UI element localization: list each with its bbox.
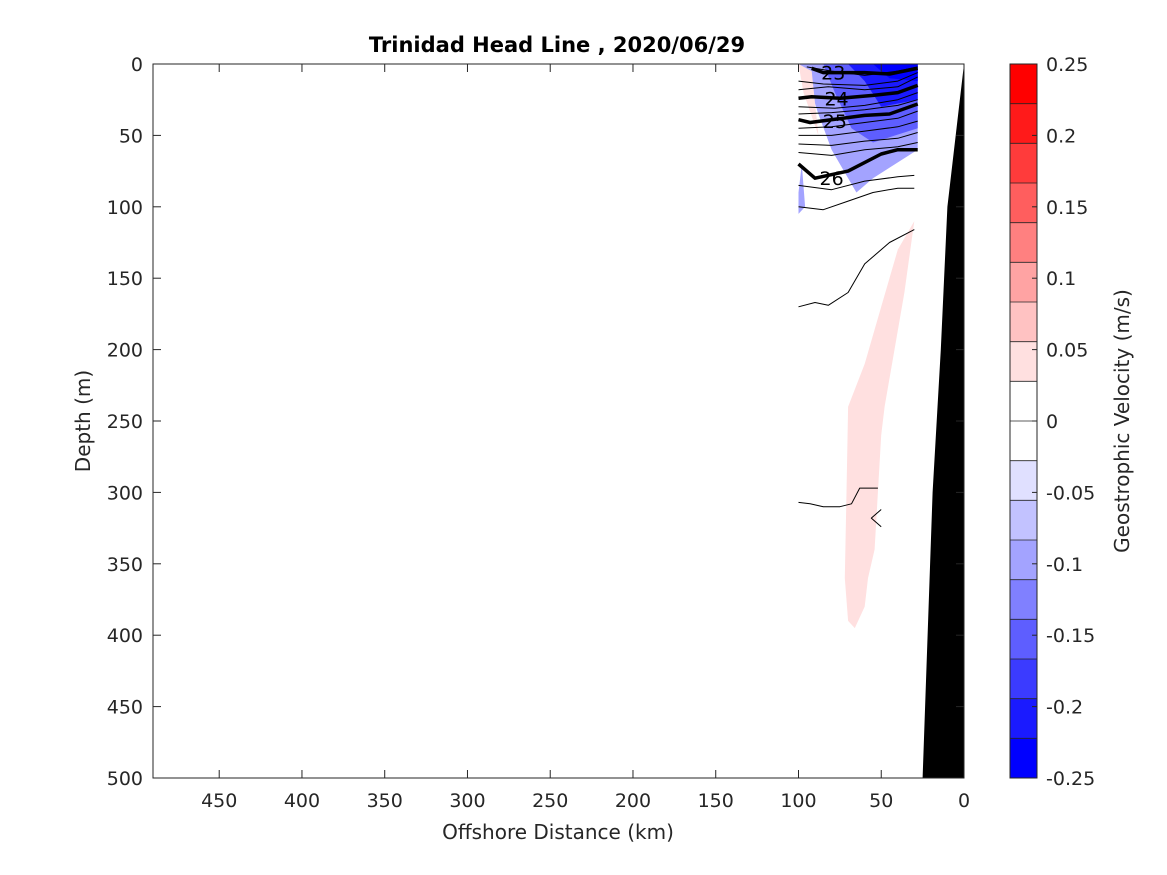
y-tick-label-300: 300 — [107, 482, 143, 504]
y-tick-label-200: 200 — [107, 340, 143, 362]
density-contour-24-6-6 — [798, 99, 918, 115]
velocity-regions — [798, 64, 918, 629]
colorbar-band-10 — [1010, 460, 1037, 501]
colorbar-tick-label-5: 0 — [1046, 411, 1058, 433]
colorbar-band-6 — [1010, 302, 1037, 342]
y-tick-label-350: 350 — [107, 554, 143, 576]
density-contour-25-2-8 — [798, 110, 918, 129]
plot-background — [153, 64, 964, 778]
colorbar-band-2 — [1010, 143, 1037, 183]
density-contour-23-5-3 — [798, 76, 918, 91]
x-tick-label-200: 200 — [615, 790, 651, 812]
colorbar-tick-label-0: 0.25 — [1046, 54, 1088, 76]
colorbar-band-3 — [1010, 183, 1037, 223]
density-contour-25-6-10 — [798, 132, 918, 146]
x-tick-label-0: 0 — [958, 790, 970, 812]
colorbar-band-11 — [1010, 500, 1037, 540]
y-axis-ticks: 0 50 100 150 200 250 300 350 400 450 500 — [107, 54, 964, 790]
density-contour-23-2-2 — [798, 72, 918, 86]
colorbar-band-1 — [1010, 103, 1037, 144]
density-contour-24-3-5 — [798, 92, 918, 109]
colorbar-tick-label-1: 0.2 — [1046, 125, 1076, 147]
y-tick-label-250: 250 — [107, 411, 143, 433]
density-label-26: 26 — [819, 168, 843, 190]
density-contour-23-1 — [811, 66, 919, 76]
y-tick-label-100: 100 — [107, 197, 143, 219]
density-contour-26-6-15 — [798, 229, 915, 308]
x-tick-label-300: 300 — [449, 790, 485, 812]
colorbar-band-5 — [1010, 262, 1037, 302]
bathymetry-layer — [922, 64, 964, 778]
colorbar-band-8 — [1010, 381, 1037, 421]
y-tick-label-0: 0 — [131, 54, 143, 76]
y-tick-label-400: 400 — [107, 625, 143, 647]
colorbar-tick-label-6: -0.05 — [1046, 482, 1095, 504]
x-tick-label-400: 400 — [284, 790, 320, 812]
y-tick-label-50: 50 — [119, 125, 143, 147]
chart-title: Trinidad Head Line , 2020/06/29 — [369, 33, 745, 57]
x-tick-label-250: 250 — [532, 790, 568, 812]
x-axis-label: Offshore Distance (km) — [442, 820, 674, 844]
colorbar-band-7 — [1010, 341, 1037, 382]
colorbar-tick-label-4: 0.05 — [1046, 340, 1088, 362]
density-label-23: 23 — [821, 63, 845, 85]
density-label-25: 25 — [823, 111, 847, 133]
density-label-24: 24 — [824, 88, 848, 110]
density-contour-26-4-14 — [798, 187, 915, 211]
velocity-region-positive-6 — [844, 221, 915, 629]
colorbar-band-12 — [1010, 540, 1037, 580]
x-tick-label-450: 450 — [201, 790, 237, 812]
bathymetry-seafloor — [922, 64, 964, 778]
x-axis-ticks: 450 400 350 300 250 200 150 100 50 0 — [201, 64, 970, 812]
density-contour-25-8-11 — [798, 142, 918, 156]
colorbar-band-17 — [1010, 738, 1037, 778]
colorbar-tick-label-7: -0.1 — [1046, 554, 1083, 576]
colorbar-tick-label-9: -0.2 — [1046, 697, 1083, 719]
x-tick-label-50: 50 — [869, 790, 893, 812]
colorbar-band-0 — [1010, 64, 1037, 104]
density-contour-26-2-13 — [798, 174, 915, 191]
y-tick-label-450: 450 — [107, 697, 143, 719]
colorbar: 0.25 0.2 0.15 0.1 0.05 0 -0.05 -0.1 -0.15 -0.2 -0.… — [1009, 54, 1095, 790]
density-contour-25-4-9 — [798, 120, 918, 136]
colorbar-band-9 — [1010, 421, 1037, 461]
colorbar-label: Geostrophic Velocity (m/s) — [1110, 289, 1134, 553]
y-tick-label-500: 500 — [107, 768, 143, 790]
density-contour-26-12 — [797, 147, 918, 180]
x-tick-label-100: 100 — [780, 790, 816, 812]
density-contour-25-7 — [798, 102, 919, 125]
colorbar-tick-label-8: -0.15 — [1046, 625, 1095, 647]
colorbar-band-15 — [1010, 659, 1037, 699]
density-contour-24-4 — [798, 83, 919, 101]
x-tick-label-150: 150 — [698, 790, 734, 812]
y-axis-label: Depth (m) — [71, 370, 95, 472]
colorbar-band-16 — [1010, 698, 1037, 739]
density-contour-26-8-17 — [870, 509, 882, 528]
colorbar-tick-label-3: 0.1 — [1046, 268, 1076, 290]
colorbar-band-4 — [1010, 222, 1037, 263]
velocity-region-negative-4 — [798, 164, 806, 214]
y-tick-label-150: 150 — [107, 268, 143, 290]
density-contours — [797, 66, 919, 528]
colorbar-tick-label-2: 0.15 — [1046, 197, 1088, 219]
colorbar-band-14 — [1010, 619, 1037, 659]
colorbar-tick-label-10: -0.25 — [1046, 768, 1095, 790]
x-tick-label-350: 350 — [367, 790, 403, 812]
colorbar-band-13 — [1010, 579, 1037, 620]
density-contour-26-8-16 — [798, 487, 878, 508]
